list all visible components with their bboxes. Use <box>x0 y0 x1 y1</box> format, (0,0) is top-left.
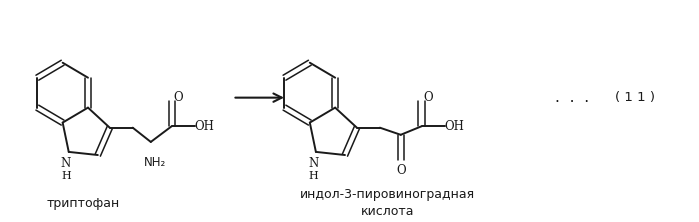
Text: NH₂: NH₂ <box>144 156 166 169</box>
Text: .  .  .: . . . <box>555 90 589 105</box>
Text: O: O <box>424 91 433 104</box>
Text: индол-3-пировиноградная
кислота: индол-3-пировиноградная кислота <box>301 188 475 218</box>
Text: N: N <box>308 157 318 170</box>
Text: триптофан: триптофан <box>47 197 120 210</box>
Text: OH: OH <box>445 120 464 133</box>
Text: OH: OH <box>194 120 215 133</box>
Text: H: H <box>308 171 318 181</box>
Text: O: O <box>396 164 405 177</box>
Text: O: O <box>174 91 183 104</box>
Text: H: H <box>61 171 71 181</box>
Text: N: N <box>61 157 71 170</box>
Text: ( 1 1 ): ( 1 1 ) <box>615 91 655 104</box>
